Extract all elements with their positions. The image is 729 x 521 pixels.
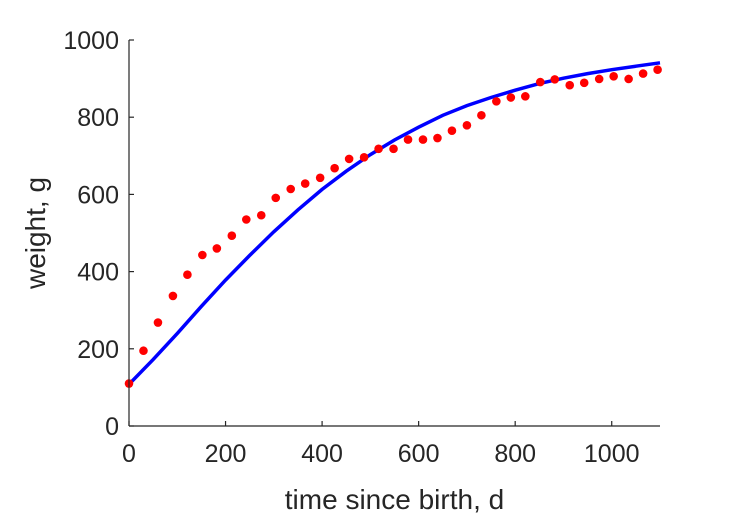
- data-point: [403, 135, 413, 144]
- data-point: [535, 77, 545, 87]
- x-tick-label: 600: [398, 440, 440, 468]
- x-ticks: 0 200 400 600 800 1000: [122, 421, 640, 468]
- data-point: [359, 153, 369, 162]
- data-point: [638, 69, 648, 78]
- model-fit-line: [127, 61, 661, 386]
- data-point: [212, 244, 222, 253]
- x-axis-label: time since birth, d: [285, 484, 504, 515]
- data-point: [271, 193, 281, 203]
- y-tick-label: 800: [77, 104, 119, 132]
- data-point: [242, 215, 251, 224]
- y-tick-label: 200: [77, 336, 119, 364]
- y-tick-label: 0: [105, 413, 119, 441]
- data-point: [344, 154, 354, 164]
- data-point: [153, 318, 163, 327]
- data-point: [315, 173, 325, 183]
- data-point: [300, 179, 310, 188]
- y-ticks: 0 200 400 600 800 1000: [63, 27, 134, 441]
- y-tick-label: 400: [77, 259, 119, 287]
- data-point: [594, 74, 604, 84]
- data-point: [609, 71, 618, 81]
- data-point: [624, 74, 633, 84]
- data-point: [477, 110, 486, 120]
- y-tick-label: 1000: [63, 27, 119, 55]
- x-tick-label: 400: [301, 440, 343, 468]
- data-point: [521, 92, 530, 101]
- data-points: [124, 65, 662, 388]
- data-point: [447, 126, 457, 136]
- y-axis-label: weight, g: [20, 177, 51, 290]
- data-point: [168, 291, 178, 301]
- data-point: [418, 135, 428, 144]
- data-point: [139, 346, 148, 356]
- data-point: [330, 163, 339, 173]
- data-point: [256, 210, 266, 220]
- x-tick-label: 200: [205, 440, 247, 468]
- data-point: [579, 78, 589, 88]
- x-tick-label: 1000: [584, 440, 640, 468]
- x-tick-label: 0: [122, 440, 136, 468]
- data-point: [506, 93, 516, 102]
- y-tick-label: 600: [77, 181, 119, 209]
- data-point: [227, 231, 237, 241]
- data-point: [433, 133, 442, 143]
- x-tick-label: 800: [494, 440, 536, 468]
- data-point: [374, 144, 383, 154]
- data-point: [462, 121, 472, 130]
- data-point: [550, 75, 560, 84]
- data-point: [492, 97, 501, 106]
- data-point: [286, 184, 296, 194]
- data-point: [198, 250, 207, 260]
- data-point: [565, 80, 575, 90]
- data-point: [183, 270, 192, 279]
- data-point: [653, 65, 662, 75]
- data-point: [389, 144, 398, 154]
